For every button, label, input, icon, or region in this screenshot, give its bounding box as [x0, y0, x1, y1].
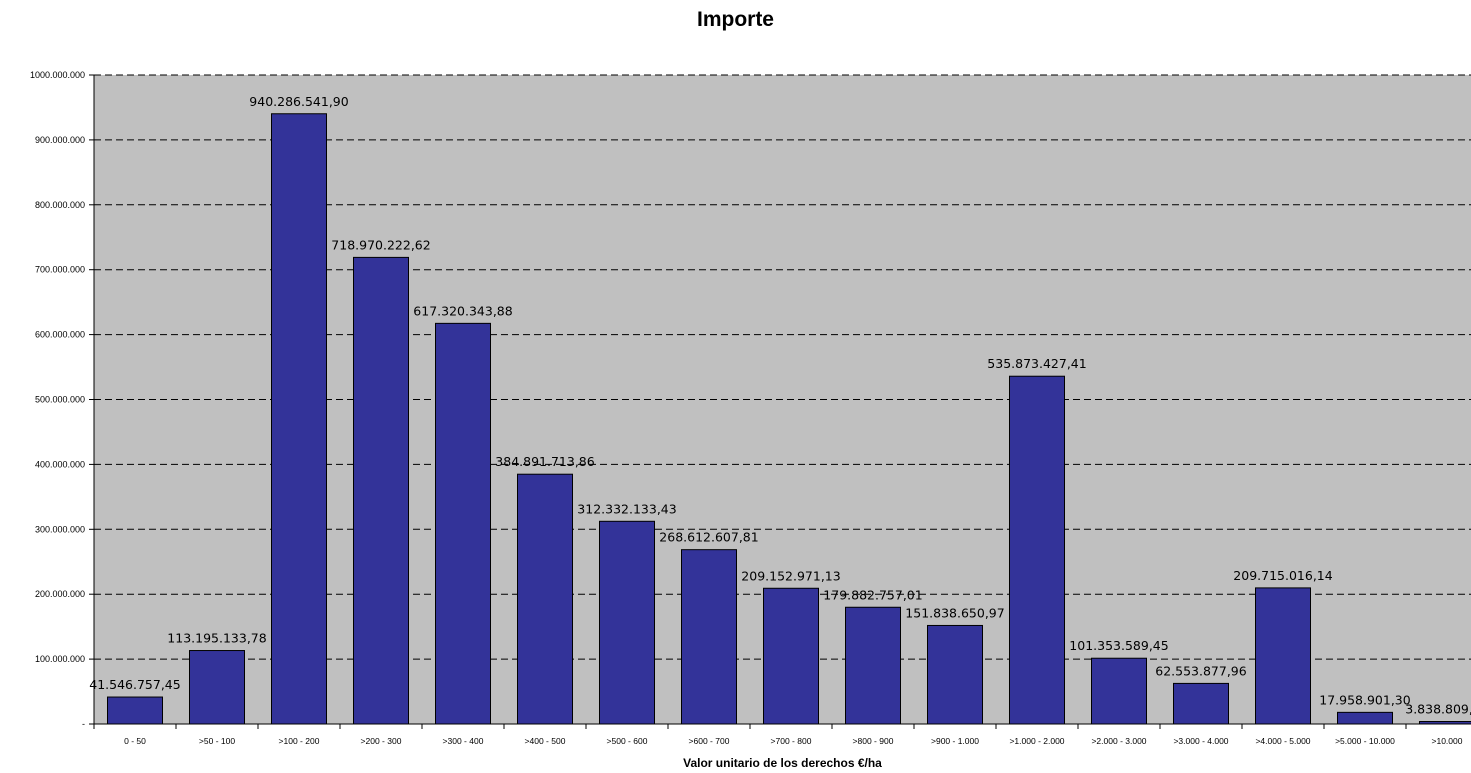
- y-tick-label: 500.000.000: [35, 395, 85, 405]
- data-label: 151.838.650,97: [905, 605, 1004, 620]
- bar: [1173, 682, 1229, 725]
- bar: [435, 322, 491, 725]
- x-axis-ticks: 0 - 50 >50 - 100 >100 - 200 >200 - 300 >300 …: [93, 724, 1463, 746]
- data-label: 535.873.427,41: [987, 356, 1086, 371]
- bar: [1091, 657, 1147, 725]
- x-tick-label: >700 - 800: [771, 736, 812, 746]
- bar: [107, 696, 163, 725]
- x-tick-label: >5.000 - 10.000: [1335, 736, 1395, 746]
- x-tick-label: >300 - 400: [443, 736, 484, 746]
- x-tick-label: >1.000 - 2.000: [1009, 736, 1064, 746]
- x-tick-label: >4.000 - 5.000: [1255, 736, 1310, 746]
- data-label: 209.715.016,14: [1233, 568, 1332, 583]
- x-tick-label: >100 - 200: [279, 736, 320, 746]
- x-tick-label: >800 - 900: [853, 736, 894, 746]
- x-tick-label: >400 - 500: [525, 736, 566, 746]
- bars: [107, 113, 1471, 725]
- x-tick-label: >10.000: [1432, 736, 1463, 746]
- x-axis-label: Valor unitario de los derechos €/ha: [683, 756, 882, 770]
- bar: [1337, 711, 1393, 725]
- x-tick-label: >600 - 700: [689, 736, 730, 746]
- data-label: 3.838.809,26: [1405, 702, 1471, 717]
- chart-title: Importe: [696, 8, 774, 31]
- x-tick-label: >50 - 100: [199, 736, 235, 746]
- x-tick-label: >3.000 - 4.000: [1173, 736, 1228, 746]
- y-tick-label: -: [82, 719, 85, 729]
- y-tick-label: 900.000.000: [35, 135, 85, 145]
- data-label: 179.882.757,01: [823, 587, 922, 602]
- y-tick-label: 200.000.000: [35, 589, 85, 599]
- data-label: 62.553.877,96: [1155, 663, 1246, 678]
- x-tick-label: >900 - 1.000: [931, 736, 979, 746]
- bar: [1255, 587, 1311, 725]
- y-tick-label: 800.000.000: [35, 200, 85, 210]
- y-axis-ticks: - 100.000.000 200.000.000 300.000.000 400.00…: [30, 70, 94, 729]
- bar: [599, 520, 655, 725]
- y-tick-label: 100.000.000: [35, 654, 85, 664]
- x-tick-label: >500 - 600: [607, 736, 648, 746]
- data-label: 113.195.133,78: [167, 631, 266, 646]
- bar: [1009, 375, 1065, 725]
- data-labels: 41.546.757,45 113.195.133,78 940.286.541,9…: [89, 94, 1471, 717]
- x-tick-label: >2.000 - 3.000: [1091, 736, 1146, 746]
- bar: [845, 606, 901, 725]
- y-tick-label: 700.000.000: [35, 265, 85, 275]
- bar: [353, 256, 409, 725]
- data-label: 617.320.343,88: [413, 303, 512, 318]
- bar: [271, 113, 327, 725]
- data-label: 17.958.901,30: [1319, 692, 1410, 707]
- y-tick-label: 600.000.000: [35, 330, 85, 340]
- x-tick-label: 0 - 50: [124, 736, 146, 746]
- bar: [681, 549, 737, 725]
- bar: [189, 650, 245, 725]
- y-tick-label: 400.000.000: [35, 459, 85, 469]
- y-tick-label: 300.000.000: [35, 524, 85, 534]
- bar: [927, 624, 983, 725]
- data-label: 718.970.222,62: [331, 237, 430, 252]
- data-label: 101.353.589,45: [1069, 638, 1168, 653]
- data-label: 940.286.541,90: [249, 94, 348, 109]
- y-tick-label: 1000.000.000: [30, 70, 85, 80]
- bar: [517, 473, 573, 725]
- data-label: 268.612.607,81: [659, 530, 758, 545]
- data-label: 41.546.757,45: [89, 677, 180, 692]
- data-label: 209.152.971,13: [741, 568, 840, 583]
- bar: [763, 587, 819, 725]
- data-label: 312.332.133,43: [577, 501, 676, 516]
- x-tick-label: >200 - 300: [361, 736, 402, 746]
- data-label: 384.891.713,86: [495, 454, 594, 469]
